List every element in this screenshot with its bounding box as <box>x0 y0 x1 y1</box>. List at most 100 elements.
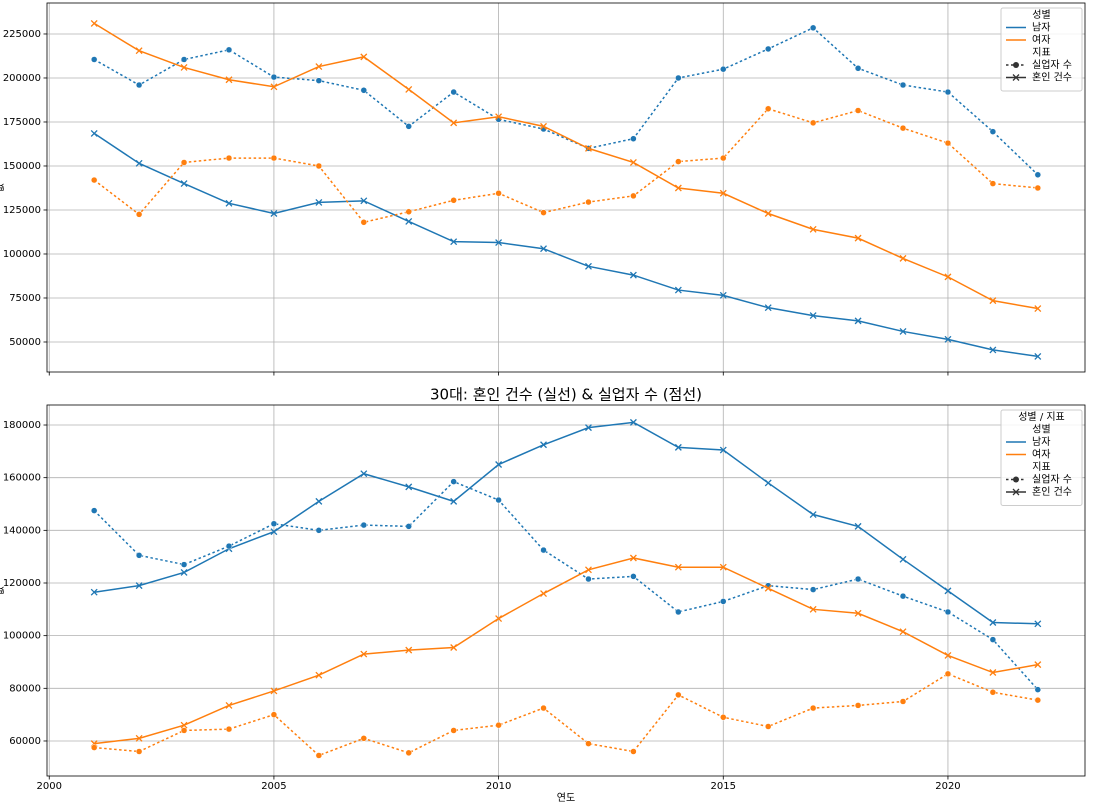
marker-dot <box>854 107 862 114</box>
marker-dot <box>135 81 143 89</box>
marker-x <box>315 497 323 505</box>
legend-box <box>1000 7 1083 92</box>
marker-x <box>90 19 98 27</box>
marker-dot <box>90 744 98 751</box>
x-tick-label: 2000 <box>37 781 62 792</box>
marker-dot <box>540 704 547 712</box>
subplot: 50000 75000 100000 125000 150000 175000 200000… <box>0 0 1086 376</box>
series-line <box>94 557 1038 745</box>
legend-section-title: 지표 <box>1032 461 1050 473</box>
marker-x <box>360 197 368 205</box>
marker-dot <box>1034 686 1042 693</box>
marker-x <box>585 424 592 432</box>
legend-label: 실업자 수 <box>1032 473 1072 486</box>
marker-x <box>405 483 413 491</box>
marker-x <box>809 312 817 320</box>
axes-frame <box>46 2 1086 373</box>
marker-dot <box>450 197 457 204</box>
marker-dot <box>720 154 727 162</box>
marker-dot <box>854 65 862 72</box>
y-tick-label: 200000 <box>3 73 41 84</box>
marker-dot <box>630 192 637 200</box>
marker-x <box>540 590 547 597</box>
marker-x <box>1034 305 1042 313</box>
marker-dot <box>944 139 952 147</box>
chart-title: 20대: 혼인 건수 (실선) & 실업자 수 (점선) <box>430 0 702 2</box>
marker-dot <box>135 211 143 218</box>
x-tick-label: 2015 <box>711 781 736 792</box>
marker-x <box>854 317 862 325</box>
marker-x <box>180 721 188 729</box>
marker-x <box>854 234 862 242</box>
marker-x <box>719 563 727 571</box>
marker-x <box>719 189 727 197</box>
marker-x <box>315 63 323 70</box>
legend-marker <box>1013 62 1019 68</box>
marker-x <box>989 346 997 354</box>
y-tick-label: 100000 <box>3 631 41 642</box>
x-tick-label: 2005 <box>261 781 286 792</box>
y-tick-label: 225000 <box>3 29 41 40</box>
marker-dot <box>405 123 412 130</box>
legend-section-title: 성별 <box>1032 9 1050 21</box>
marker-x <box>674 286 682 294</box>
legend-label: 여자 <box>1032 449 1050 461</box>
marker-dot <box>405 749 412 757</box>
marker-x <box>135 47 143 55</box>
marker-x <box>495 113 503 121</box>
marker-dot <box>315 162 323 170</box>
marker-dot <box>899 698 907 705</box>
marker-x <box>989 669 997 676</box>
marker-dot <box>989 689 997 696</box>
marker-x <box>989 619 997 626</box>
marker-dot <box>180 159 188 166</box>
legend-label: 혼인 건수 <box>1032 71 1072 84</box>
marker-x <box>719 291 727 299</box>
marker-dot <box>495 190 502 197</box>
y-axis-label: 값 <box>0 586 6 595</box>
marker-x <box>450 238 458 246</box>
marker-dot <box>405 523 412 530</box>
marker-dot <box>450 727 457 734</box>
marker-dot <box>944 608 952 616</box>
marker-dot <box>1034 184 1042 192</box>
legend-label: 혼인 건수 <box>1032 485 1072 498</box>
marker-dot <box>135 748 143 755</box>
marker-x <box>270 83 278 91</box>
marker-x <box>180 180 188 188</box>
legend-label: 여자 <box>1032 34 1050 46</box>
marker-dot <box>585 575 592 583</box>
marker-dot <box>675 158 682 165</box>
marker-dot <box>630 748 637 755</box>
marker-x <box>585 144 592 152</box>
y-tick-label: 50000 <box>9 337 41 348</box>
marker-x <box>135 582 143 590</box>
marker-dot <box>764 723 772 730</box>
marker-dot <box>989 180 997 187</box>
marker-x <box>764 584 772 592</box>
y-tick-label: 80000 <box>9 683 41 694</box>
marker-dot <box>854 702 862 709</box>
marker-dot <box>989 128 997 135</box>
marker-dot <box>225 725 233 733</box>
marker-dot <box>854 575 862 583</box>
marker-dot <box>585 198 592 206</box>
marker-dot <box>450 88 457 96</box>
marker-x <box>809 605 817 613</box>
marker-x <box>989 297 997 305</box>
marker-x <box>674 184 682 192</box>
legend-marker <box>1013 476 1019 483</box>
marker-x <box>540 122 547 130</box>
legend-box <box>1000 409 1083 506</box>
marker-dot <box>585 740 592 747</box>
marker-dot <box>360 735 368 742</box>
y-tick-label: 75000 <box>9 293 41 304</box>
marker-dot <box>315 77 323 84</box>
marker-dot <box>405 208 412 215</box>
marker-x <box>450 644 458 651</box>
marker-x <box>495 615 503 623</box>
marker-x <box>809 225 817 233</box>
marker-x <box>944 335 952 343</box>
